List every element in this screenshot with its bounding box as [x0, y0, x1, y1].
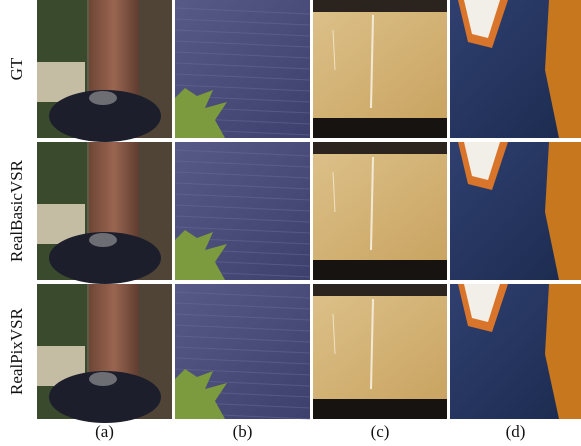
image-cell: [37, 0, 172, 142]
image-cell: [175, 284, 310, 419]
wood: [313, 296, 447, 399]
column-label: (d): [506, 422, 526, 441]
image-cell: [450, 284, 581, 419]
object: [89, 372, 117, 386]
row-label: GT: [7, 57, 26, 80]
column-label: (b): [233, 422, 253, 441]
image-cell: [313, 284, 447, 419]
shadow-top: [313, 284, 447, 296]
image-cell: [37, 284, 172, 423]
image-cell: [175, 0, 310, 138]
object: [89, 233, 117, 247]
wood: [313, 154, 447, 260]
row-label: RealBasicVSR: [7, 159, 26, 262]
figure: GT RealBasicVSR RealPixVSR (a) (b) (c) (d): [0, 0, 581, 446]
image-cell: [313, 0, 447, 138]
image-cell: [450, 142, 581, 280]
shadow-bottom: [313, 260, 447, 280]
image-cell: [450, 0, 581, 138]
column-label: (a): [95, 422, 114, 441]
image-grid: [37, 0, 581, 423]
row-label: RealPixVSR: [7, 307, 26, 395]
column-label: (c): [371, 422, 390, 441]
shadow-top: [313, 0, 447, 12]
object: [89, 91, 117, 105]
shadow-top: [313, 142, 447, 154]
wood: [313, 12, 447, 118]
shadow-bottom: [313, 399, 447, 419]
shadow-bottom: [313, 118, 447, 138]
image-cell: [37, 142, 172, 284]
image-cell: [175, 142, 310, 280]
image-cell: [313, 142, 447, 280]
